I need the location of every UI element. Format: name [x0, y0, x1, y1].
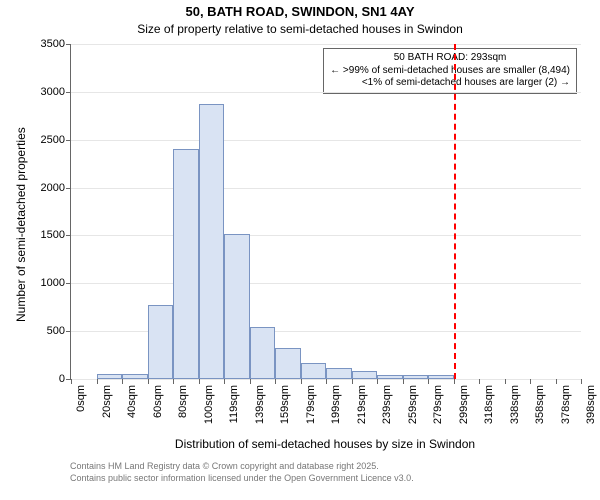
grid-line	[71, 92, 581, 93]
x-tick-label: 318sqm	[483, 385, 495, 424]
x-tick-mark	[173, 379, 174, 384]
x-tick-label: 338sqm	[509, 385, 521, 424]
histogram-bar	[199, 104, 225, 379]
x-tick-mark	[530, 379, 531, 384]
annotation-line-2: ← >99% of semi-detached houses are small…	[330, 65, 570, 78]
y-tick-label: 0	[59, 373, 71, 385]
x-tick-mark	[428, 379, 429, 384]
x-tick-label: 358sqm	[534, 385, 546, 424]
x-tick-mark	[199, 379, 200, 384]
x-tick-mark	[581, 379, 582, 384]
x-tick-mark	[122, 379, 123, 384]
y-tick-label: 500	[47, 325, 71, 337]
chart-subtitle: Size of property relative to semi-detach…	[0, 22, 600, 36]
chart-container: 50, BATH ROAD, SWINDON, SN1 4AY Size of …	[0, 0, 600, 500]
x-tick-label: 20sqm	[101, 385, 113, 418]
x-tick-mark	[275, 379, 276, 384]
x-tick-label: 219sqm	[356, 385, 368, 424]
x-tick-label: 398sqm	[585, 385, 597, 424]
x-tick-mark	[377, 379, 378, 384]
x-tick-mark	[224, 379, 225, 384]
x-tick-label: 100sqm	[203, 385, 215, 424]
grid-line	[71, 188, 581, 189]
annotation-line-3: <1% of semi-detached houses are larger (…	[330, 77, 570, 90]
x-tick-label: 80sqm	[177, 385, 189, 418]
footer-attribution: Contains HM Land Registry data © Crown c…	[70, 461, 414, 484]
histogram-bar	[275, 348, 301, 379]
x-tick-label: 60sqm	[152, 385, 164, 418]
x-tick-mark	[505, 379, 506, 384]
x-tick-label: 179sqm	[305, 385, 317, 424]
grid-line	[71, 140, 581, 141]
footer-line-2: Contains public sector information licen…	[70, 473, 414, 485]
histogram-bar	[352, 371, 378, 379]
x-tick-label: 40sqm	[126, 385, 138, 418]
histogram-bar	[122, 374, 148, 379]
x-tick-mark	[326, 379, 327, 384]
histogram-bar	[148, 305, 174, 379]
footer-line-1: Contains HM Land Registry data © Crown c…	[70, 461, 414, 473]
x-tick-mark	[403, 379, 404, 384]
x-tick-label: 119sqm	[228, 385, 240, 423]
x-tick-mark	[454, 379, 455, 384]
x-tick-mark	[97, 379, 98, 384]
chart-title: 50, BATH ROAD, SWINDON, SN1 4AY	[0, 4, 600, 19]
x-tick-mark	[250, 379, 251, 384]
x-tick-mark	[71, 379, 72, 384]
grid-line	[71, 44, 581, 45]
histogram-bar	[301, 363, 327, 379]
y-tick-label: 2500	[41, 134, 71, 146]
x-tick-mark	[479, 379, 480, 384]
x-tick-label: 279sqm	[432, 385, 444, 424]
y-tick-label: 1000	[41, 277, 71, 289]
histogram-bar	[428, 375, 454, 379]
histogram-bar	[403, 375, 429, 379]
histogram-bar	[250, 327, 276, 379]
x-tick-mark	[301, 379, 302, 384]
plot-area: 50 BATH ROAD: 293sqm ← >99% of semi-deta…	[70, 44, 581, 380]
y-tick-label: 1500	[41, 229, 71, 241]
x-tick-mark	[556, 379, 557, 384]
histogram-bar	[224, 234, 250, 379]
x-tick-label: 139sqm	[254, 385, 266, 424]
annotation-line-1: 50 BATH ROAD: 293sqm	[330, 52, 570, 65]
y-tick-label: 3000	[41, 86, 71, 98]
x-tick-mark	[352, 379, 353, 384]
grid-line	[71, 283, 581, 284]
grid-line	[71, 235, 581, 236]
x-tick-label: 259sqm	[407, 385, 419, 424]
x-tick-label: 199sqm	[330, 385, 342, 424]
x-tick-label: 159sqm	[279, 385, 291, 424]
histogram-bar	[377, 375, 403, 379]
x-tick-mark	[148, 379, 149, 384]
histogram-bar	[173, 149, 199, 379]
annotation-box: 50 BATH ROAD: 293sqm ← >99% of semi-deta…	[323, 48, 577, 94]
x-tick-label: 299sqm	[458, 385, 470, 424]
x-tick-label: 378sqm	[560, 385, 572, 424]
x-tick-label: 239sqm	[381, 385, 393, 424]
x-axis-title: Distribution of semi-detached houses by …	[70, 437, 580, 451]
y-tick-label: 2000	[41, 182, 71, 194]
histogram-bar	[97, 374, 123, 379]
histogram-bar	[326, 368, 352, 379]
x-tick-label: 0sqm	[75, 385, 87, 412]
y-tick-label: 3500	[41, 38, 71, 50]
property-marker-line	[454, 44, 456, 379]
